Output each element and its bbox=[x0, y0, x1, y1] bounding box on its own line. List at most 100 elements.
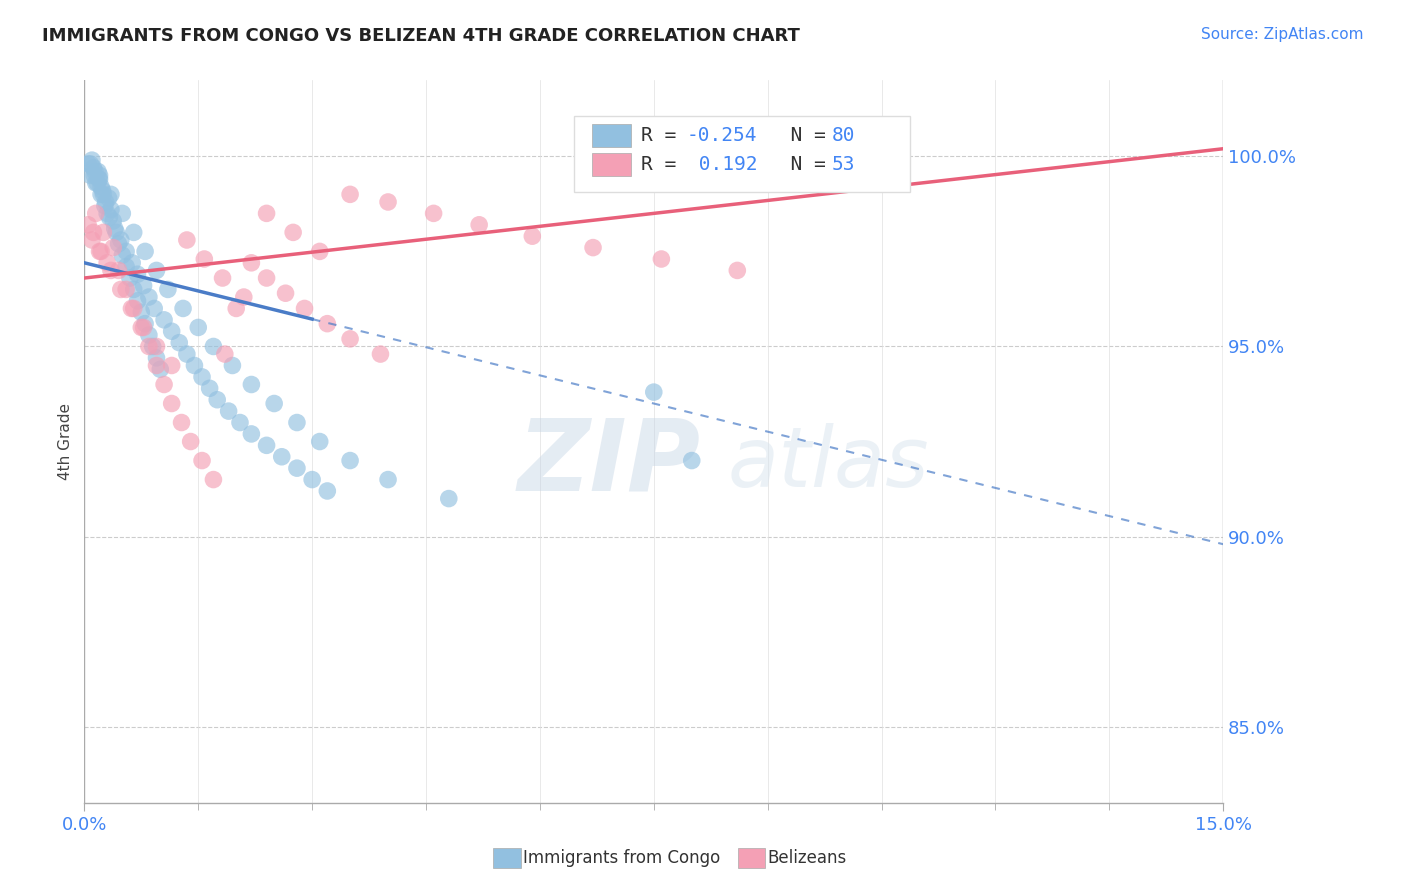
Point bbox=[115, 244, 138, 259]
Point bbox=[256, 271, 278, 285]
Point bbox=[111, 248, 134, 262]
Point bbox=[118, 271, 141, 285]
Point bbox=[643, 385, 665, 400]
Point bbox=[308, 244, 330, 259]
Point bbox=[153, 313, 176, 327]
Point bbox=[377, 194, 399, 209]
Text: R =: R = bbox=[641, 127, 689, 145]
Point bbox=[132, 320, 155, 334]
Point bbox=[283, 226, 305, 240]
Point bbox=[211, 271, 233, 285]
Point bbox=[94, 194, 117, 209]
Point bbox=[94, 199, 117, 213]
Point bbox=[422, 206, 444, 220]
Point bbox=[127, 293, 149, 308]
Point bbox=[115, 260, 138, 274]
Point bbox=[132, 278, 155, 293]
Text: R =: R = bbox=[641, 155, 689, 174]
Point bbox=[107, 263, 129, 277]
Point bbox=[98, 210, 121, 224]
Point bbox=[97, 191, 120, 205]
Point bbox=[143, 301, 166, 316]
Point bbox=[240, 426, 263, 441]
Point bbox=[240, 377, 263, 392]
Point bbox=[122, 301, 145, 316]
Point bbox=[134, 317, 156, 331]
Point bbox=[301, 473, 323, 487]
Point bbox=[138, 339, 160, 353]
Point bbox=[156, 282, 179, 296]
Point bbox=[93, 226, 115, 240]
Text: -0.254: -0.254 bbox=[686, 127, 758, 145]
Point bbox=[145, 263, 167, 277]
Point bbox=[90, 187, 112, 202]
Point bbox=[110, 233, 132, 247]
Point bbox=[339, 332, 361, 346]
Text: ZIP: ZIP bbox=[517, 415, 700, 512]
Point bbox=[183, 359, 205, 373]
Point bbox=[169, 335, 191, 350]
Point bbox=[377, 473, 399, 487]
FancyBboxPatch shape bbox=[592, 153, 631, 177]
Point bbox=[82, 161, 104, 175]
Point bbox=[77, 218, 100, 232]
Point bbox=[749, 157, 772, 171]
Point bbox=[89, 244, 111, 259]
Point bbox=[308, 434, 330, 449]
Point bbox=[232, 290, 254, 304]
Point bbox=[263, 396, 285, 410]
Point bbox=[370, 347, 392, 361]
Y-axis label: 4th Grade: 4th Grade bbox=[58, 403, 73, 480]
Point bbox=[120, 301, 142, 316]
Point bbox=[221, 359, 243, 373]
Point bbox=[191, 453, 214, 467]
Point bbox=[96, 206, 118, 220]
Point bbox=[160, 396, 183, 410]
Point bbox=[83, 169, 105, 183]
Point bbox=[93, 187, 115, 202]
Point bbox=[240, 256, 263, 270]
Point bbox=[82, 226, 104, 240]
Point bbox=[127, 267, 149, 281]
Point bbox=[89, 172, 111, 186]
Point bbox=[110, 282, 132, 296]
Point bbox=[80, 153, 103, 168]
Point bbox=[468, 218, 491, 232]
Text: IMMIGRANTS FROM CONGO VS BELIZEAN 4TH GRADE CORRELATION CHART: IMMIGRANTS FROM CONGO VS BELIZEAN 4TH GR… bbox=[42, 27, 800, 45]
Text: N =: N = bbox=[766, 127, 837, 145]
Point bbox=[187, 320, 209, 334]
Point bbox=[91, 184, 114, 198]
Text: 53: 53 bbox=[831, 155, 855, 174]
FancyBboxPatch shape bbox=[494, 848, 520, 868]
Point bbox=[89, 169, 111, 183]
Point bbox=[191, 370, 214, 384]
Point bbox=[207, 392, 229, 407]
Text: Immigrants from Congo: Immigrants from Congo bbox=[523, 849, 720, 867]
Point bbox=[176, 233, 198, 247]
Point bbox=[160, 324, 183, 338]
Point bbox=[274, 286, 297, 301]
Point bbox=[138, 290, 160, 304]
Point bbox=[339, 453, 361, 467]
Point bbox=[111, 206, 134, 220]
Text: Belizeans: Belizeans bbox=[768, 849, 846, 867]
Point bbox=[142, 339, 165, 353]
FancyBboxPatch shape bbox=[574, 117, 910, 193]
Point bbox=[79, 157, 101, 171]
Point bbox=[80, 233, 103, 247]
Point bbox=[84, 176, 107, 190]
Point bbox=[256, 206, 278, 220]
Point bbox=[650, 252, 672, 266]
Point bbox=[522, 229, 544, 244]
Point bbox=[122, 282, 145, 296]
Point bbox=[100, 263, 122, 277]
Text: atlas: atlas bbox=[728, 423, 929, 504]
Point bbox=[153, 377, 176, 392]
Point bbox=[339, 187, 361, 202]
Point bbox=[149, 362, 172, 376]
Text: Source: ZipAtlas.com: Source: ZipAtlas.com bbox=[1201, 27, 1364, 42]
Point bbox=[107, 236, 129, 251]
Point bbox=[145, 359, 167, 373]
Point bbox=[316, 483, 339, 498]
Point bbox=[198, 381, 221, 395]
